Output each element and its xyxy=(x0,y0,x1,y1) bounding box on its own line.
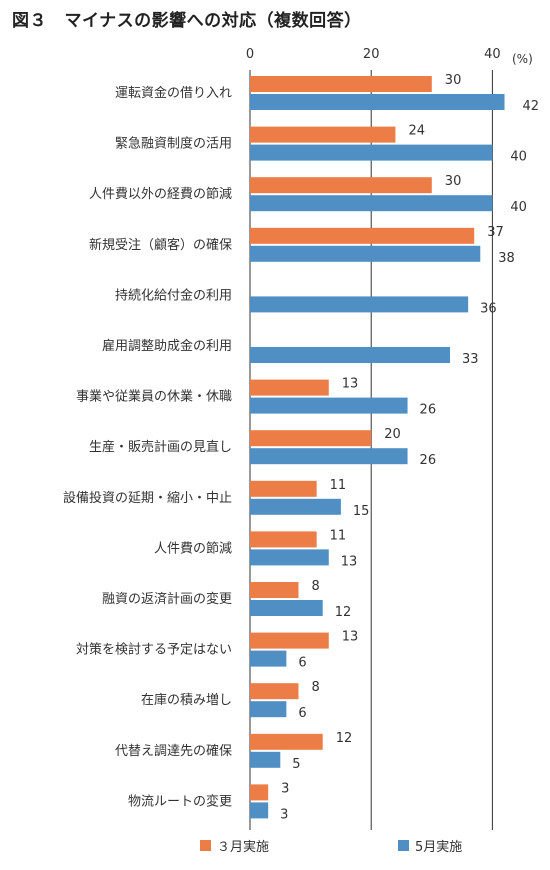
category-label: 対策を検討する予定はない xyxy=(76,642,232,658)
bar-may xyxy=(250,701,287,718)
legend-label-may: 5月実施 xyxy=(415,840,463,855)
data-label-march: 8 xyxy=(311,579,319,594)
data-label-may: 33 xyxy=(462,352,479,367)
category-label: 設備投資の延期・縮小・中止 xyxy=(63,490,232,506)
data-label-march: 3 xyxy=(281,781,289,796)
bar-march xyxy=(250,430,372,447)
chart-title: 図３ マイナスの影響への対応（複数回答） xyxy=(12,11,362,31)
category-label: 雇用調整助成金の利用 xyxy=(102,338,232,354)
data-label-march: 11 xyxy=(330,528,347,543)
bar-may xyxy=(250,296,469,313)
data-label-march: 13 xyxy=(342,630,359,645)
legend-item-may: 5月実施 xyxy=(398,836,462,855)
x-tick-label: 40 xyxy=(484,47,501,62)
bars xyxy=(250,76,505,819)
data-label-may: 42 xyxy=(523,99,540,114)
category-label: 人件費以外の経費の節減 xyxy=(89,186,232,202)
bar-march xyxy=(250,733,323,750)
data-label-march: 8 xyxy=(311,680,319,695)
data-labels: 3042244030403738363313262026111511138121… xyxy=(280,73,539,822)
data-label-march: 20 xyxy=(384,427,401,442)
category-label: 事業や従業員の休業・休職 xyxy=(76,389,232,405)
data-label-march: 24 xyxy=(408,124,425,139)
bar-march xyxy=(250,126,396,143)
data-label-may: 15 xyxy=(353,504,370,519)
category-label: 持続化給付金の利用 xyxy=(115,287,232,303)
bar-march xyxy=(250,683,299,700)
data-label-march: 12 xyxy=(336,731,353,746)
legend-item-march: ３月実施 xyxy=(200,836,269,855)
bar-may xyxy=(250,144,493,161)
bar-may xyxy=(250,549,329,566)
bar-may xyxy=(250,498,341,515)
x-tick-label: 20 xyxy=(363,47,380,62)
data-label-may: 12 xyxy=(335,605,352,620)
bar-march xyxy=(250,76,432,92)
category-label: 物流ルートの変更 xyxy=(128,793,232,809)
data-label-may: 13 xyxy=(341,554,358,569)
category-label: 生産・販売計画の見直し xyxy=(89,439,232,455)
data-label-may: 40 xyxy=(510,150,527,165)
bar-march xyxy=(250,177,432,194)
bar-march xyxy=(250,531,317,548)
bar-march xyxy=(250,784,269,801)
data-label-march: 37 xyxy=(487,225,504,240)
bar-may xyxy=(250,751,281,768)
bar-may xyxy=(250,448,408,465)
bar-may xyxy=(250,802,269,819)
bar-may xyxy=(250,600,323,616)
bar-may xyxy=(250,397,408,414)
x-axis-ticks: 0 20 40 (%) xyxy=(246,47,533,66)
bar-may xyxy=(250,245,481,262)
bar-march xyxy=(250,480,317,497)
data-label-may: 36 xyxy=(480,301,497,316)
data-label-may: 5 xyxy=(292,757,300,772)
category-label: 緊急融資制度の活用 xyxy=(115,136,232,152)
legend-swatch-march xyxy=(200,840,211,851)
data-label-may: 6 xyxy=(298,656,306,671)
x-tick-label: 0 xyxy=(246,47,254,62)
data-label-may: 6 xyxy=(298,706,306,721)
bar-march xyxy=(250,632,329,649)
bar-may xyxy=(250,650,287,667)
bar-may xyxy=(250,347,450,363)
data-label-may: 26 xyxy=(420,403,437,418)
bar-march xyxy=(250,582,299,598)
data-label-march: 11 xyxy=(330,478,347,493)
data-label-march: 30 xyxy=(445,73,462,88)
bar-may xyxy=(250,195,493,212)
category-label: 人件費の節減 xyxy=(154,540,232,556)
data-label-march: 30 xyxy=(445,174,462,189)
legend-label-march: ３月実施 xyxy=(217,840,270,855)
bar-may xyxy=(250,94,505,110)
data-label-may: 26 xyxy=(420,453,437,468)
data-label-march: 13 xyxy=(342,377,359,392)
legend-swatch-may xyxy=(398,840,409,851)
data-label-may: 3 xyxy=(280,807,288,822)
category-label: 代替え調達先の確保 xyxy=(115,743,232,759)
data-label-may: 38 xyxy=(498,251,515,266)
category-label: 運転資金の借り入れ xyxy=(115,85,232,101)
category-label: 新規受注（顧客）の確保 xyxy=(89,237,232,253)
bar-march xyxy=(250,227,475,244)
bar-march xyxy=(250,379,329,396)
category-labels: 運転資金の借り入れ緊急融資制度の活用人件費以外の経費の節減新規受注（顧客）の確保… xyxy=(63,85,232,809)
category-label: 在庫の積み増し xyxy=(141,693,232,708)
x-axis-unit-label: (%) xyxy=(512,52,533,66)
data-label-may: 40 xyxy=(510,200,527,215)
category-label: 融資の返済計画の変更 xyxy=(102,591,232,607)
